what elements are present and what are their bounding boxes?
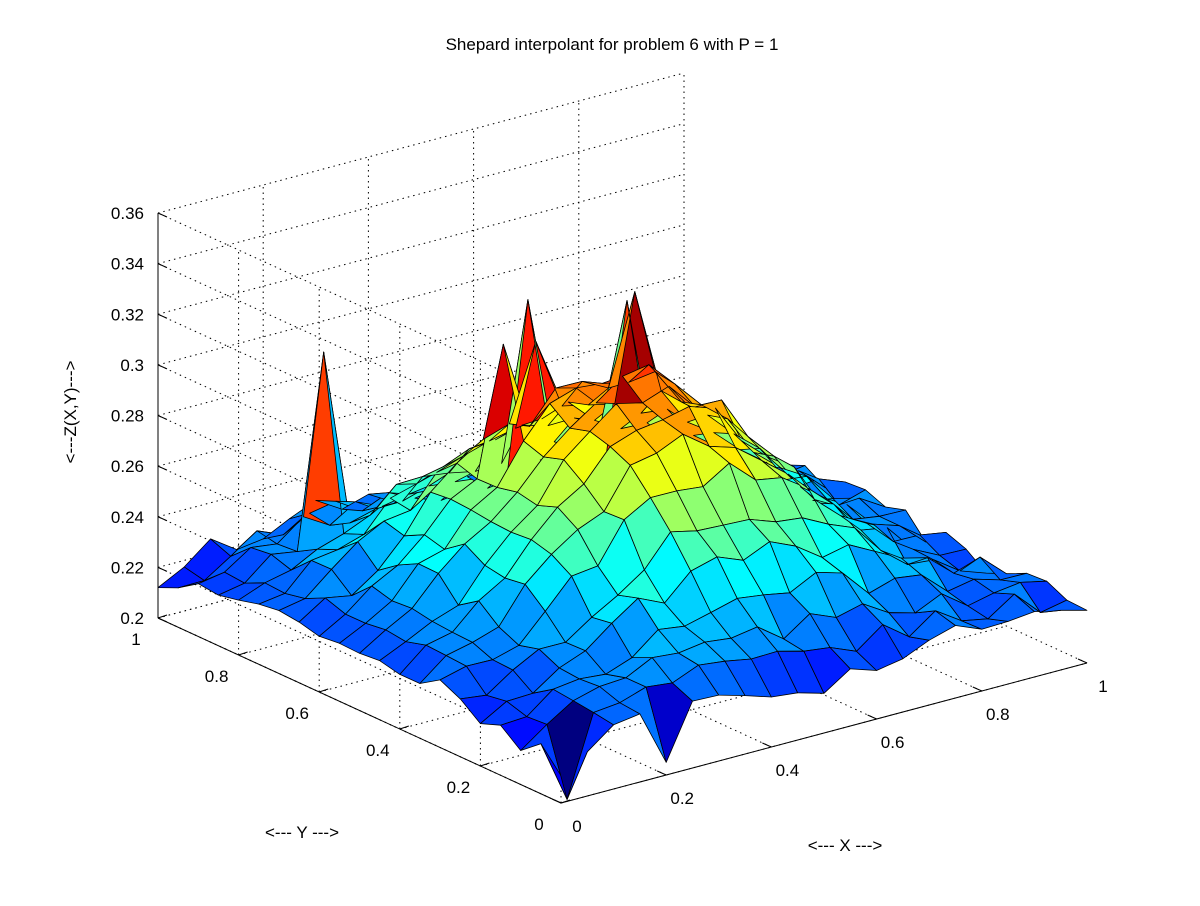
x-tick-label: 1: [1098, 677, 1107, 696]
z-tick-label: 0.32: [111, 305, 144, 324]
x-tick-label: 0: [572, 817, 581, 836]
x-tick-mark: [656, 770, 667, 776]
y-axis-label: <--- Y --->: [265, 823, 339, 842]
x-tick-label: 0.2: [670, 789, 694, 808]
tick-labels: 0 0.2 0.4 0.6 0.8 1 0 0.2 0.4 0.6 0.8 1 0.2 0.22 0.24 0…: [111, 204, 1108, 836]
x-tick-label: 0.8: [986, 705, 1010, 724]
y-tick-label: 0.8: [205, 667, 229, 686]
z-tick-label: 0.22: [111, 558, 144, 577]
z-tick-label: 0.26: [111, 457, 144, 476]
side-wall-gridline: [157, 566, 562, 753]
side-wall-gridline: [157, 212, 562, 399]
x-tick-label: 0.6: [881, 733, 905, 752]
x-tick-mark: [762, 742, 772, 748]
x-tick-mark: [867, 714, 877, 720]
y-tick-label: 0.6: [285, 704, 309, 723]
side-wall-gridline: [157, 263, 562, 450]
y-tick-mark: [319, 688, 329, 693]
x-tick-label: 0.4: [776, 761, 800, 780]
x-tick-mark: [972, 686, 983, 692]
x-tick-mark: [551, 798, 562, 804]
z-tick-mark: [157, 415, 168, 420]
z-tick-mark: [157, 516, 168, 522]
z-tick-mark: [157, 313, 168, 319]
x-axis-label: <--- X --->: [808, 836, 883, 855]
surface-face: [1040, 599, 1088, 613]
y-tick-mark: [399, 725, 409, 730]
y-tick-mark: [157, 614, 168, 619]
z-tick-label: 0.3: [120, 356, 144, 375]
y-axis-line: [157, 617, 562, 804]
y-tick-label: 0: [534, 815, 543, 834]
side-wall-gridline: [157, 415, 562, 601]
z-tick-label: 0.36: [111, 204, 144, 223]
z-tick-mark: [157, 465, 168, 471]
y-tick-label: 0.2: [447, 778, 471, 797]
z-tick-label: 0.28: [111, 407, 144, 426]
y-tick-mark: [480, 762, 490, 767]
z-tick-label: 0.24: [111, 508, 144, 527]
z-tick-mark: [157, 364, 168, 370]
chart-title: Shepard interpolant for problem 6 with P…: [446, 35, 779, 54]
z-tick-mark: [157, 617, 168, 623]
z-tick-mark: [157, 566, 168, 572]
side-wall-gridline: [157, 313, 562, 500]
z-tick-mark: [157, 263, 168, 269]
axis-lines: [157, 212, 1088, 804]
z-tick-label: 0.2: [120, 609, 144, 628]
side-wall-gridline: [157, 465, 562, 652]
y-tick-mark: [238, 651, 248, 656]
y-tick-mark: [560, 799, 571, 804]
x-axis-line: [560, 662, 1088, 804]
x-tick-mark: [1077, 658, 1088, 664]
y-tick-label: 1: [131, 630, 140, 649]
z-axis-label: <---Z(X,Y)--->: [61, 360, 80, 463]
side-wall-gridline: [157, 364, 562, 551]
z-tick-label: 0.34: [111, 255, 144, 274]
surface-mesh: [157, 291, 1088, 800]
y-tick-label: 0.4: [366, 741, 390, 760]
z-tick-mark: [157, 212, 168, 218]
